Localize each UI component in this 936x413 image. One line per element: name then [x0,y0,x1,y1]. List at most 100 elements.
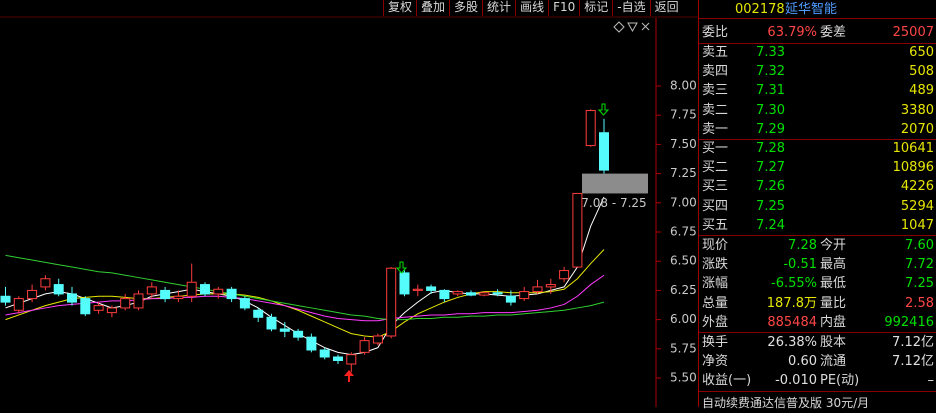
price: 7.28 [756,141,785,156]
y-tick-label: 6.75 [670,225,697,239]
toolbar-button[interactable]: 统计 [482,0,515,16]
volume: 5294 [900,199,934,214]
candle-body [559,270,570,280]
y-tick-label: 7.75 [670,108,697,122]
label: 股本 [820,335,847,350]
volume: 3380 [900,103,934,118]
ask-row: 卖四 7.32 508 [699,62,936,81]
label: 总量 [702,296,729,311]
candle-body [120,298,131,309]
candle-body [319,349,330,358]
value: -6.55% [771,276,817,291]
price: 7.25 [756,199,785,214]
value: 63.79% [767,25,817,40]
toolbar-button[interactable]: 多股 [449,0,482,16]
value: -0.010 [775,373,817,388]
toolbar-button[interactable]: 叠加 [416,0,449,16]
volume: 10896 [892,160,934,175]
bid-row: 买二 7.27 10896 [699,158,936,177]
candle-body [106,307,117,314]
quote-row: 涨幅 -6.55% 最低 7.25 [699,274,936,293]
label: 现价 [702,238,729,253]
value: 7.12亿 [892,354,934,369]
toolbar-button[interactable]: 返回 [649,0,683,16]
range-band-label: 7.08 - 7.25 [581,196,646,210]
y-tick-label: 5.50 [670,371,697,385]
bid-row: 买五 7.24 1047 [699,216,936,235]
candle-body [306,336,317,351]
ask-row: 卖二 7.30 3380 [699,101,936,120]
toolbar: 复权 叠加 多股 统计 画线 F10 标记 -自选 返回 [383,0,683,16]
label: 外盘 [702,315,729,330]
toolbar-button[interactable]: -自选 [612,0,649,16]
quote-row: 涨跌 -0.51 最高 7.72 [699,255,936,274]
label: 最低 [820,276,847,291]
value: 7.12亿 [892,335,934,350]
toolbar-button[interactable]: 复权 [383,0,416,16]
ask-row: 卖五 7.33 650 [699,43,936,62]
candle-body [466,292,476,296]
icon-diamond[interactable] [613,21,625,33]
candle-body [479,292,490,296]
label: 换手 [702,335,729,350]
bid-row: 买四 7.25 5294 [699,197,936,216]
icon-close[interactable] [641,22,650,31]
value: 0.60 [788,354,817,369]
candle-body [0,295,11,303]
stock-name: 延华智能 [785,2,838,17]
price: 7.29 [756,122,785,137]
y-tick-label: 5.75 [670,341,697,355]
value: 885484 [767,315,817,330]
label: 流通 [820,354,847,369]
toolbar-button[interactable]: 标记 [579,0,612,16]
candle-body [399,272,410,295]
volume: 650 [909,45,934,60]
value: 187.8万 [766,296,817,311]
value: 7.25 [905,276,934,291]
toolbar-button[interactable]: 画线 [515,0,548,16]
ma-line [5,274,605,322]
label: 卖二 [702,103,729,118]
candle-body [53,284,64,295]
price: 7.26 [756,179,785,194]
separator [699,43,936,44]
signal-arrow-up [344,370,354,382]
candle-body [253,309,264,318]
separator [699,235,936,236]
footer-ad[interactable]: 自动续费通达信普及版 30元/月 [699,394,936,413]
y-tick-label: 8.00 [670,78,697,92]
label: 买五 [702,218,729,233]
price: 7.31 [756,83,785,98]
separator [699,391,936,392]
y-tick-label: 6.50 [670,254,697,268]
candle-body [93,305,104,311]
candle-body [386,267,397,337]
quote-row: 委比 63.79% 委差 25007 [699,23,936,42]
y-tick-label: 6.25 [670,283,697,297]
ask-row: 卖三 7.31 489 [699,81,936,100]
candle-body [333,356,343,362]
candle-body [266,316,277,330]
separator [699,139,936,140]
y-tick-label: 7.25 [670,166,697,180]
signal-arrow-down [395,261,408,274]
volume: 10641 [892,141,934,156]
footer-text[interactable]: 自动续费通达信普及版 30元/月 [702,396,870,410]
ask-row: 卖一 7.29 2070 [699,120,936,139]
signal-arrow-down [597,103,610,116]
label: 卖四 [702,64,729,79]
plot [0,109,609,373]
price: 7.27 [756,160,785,175]
bid-row: 买一 7.28 10641 [699,139,936,158]
candle-body [439,289,450,300]
toolbar-button[interactable]: F10 [548,0,579,16]
label: 收益(一) [702,373,752,388]
candle-body [412,288,423,291]
label: 涨幅 [702,276,729,291]
ma-line [5,254,605,321]
label: 买四 [702,199,729,214]
candle-body [213,288,224,295]
icon-triangle[interactable] [627,22,638,33]
volume: 4226 [900,179,934,194]
candle-body [13,298,24,311]
